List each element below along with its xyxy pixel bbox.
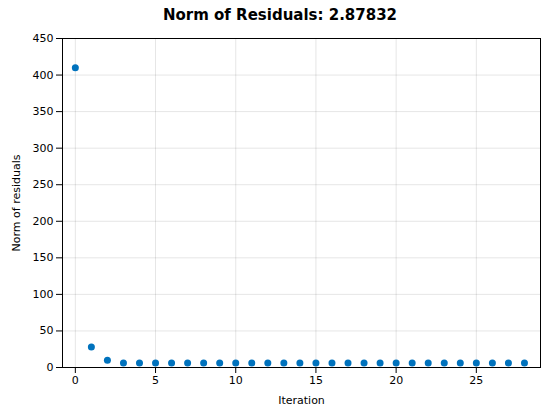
svg-text:5: 5 (152, 374, 159, 387)
svg-text:150: 150 (33, 251, 54, 264)
svg-text:350: 350 (33, 105, 54, 118)
svg-text:250: 250 (33, 178, 54, 191)
svg-text:400: 400 (33, 69, 54, 82)
svg-text:50: 50 (40, 324, 54, 337)
svg-text:300: 300 (33, 142, 54, 155)
svg-text:25: 25 (469, 374, 483, 387)
svg-text:0: 0 (72, 374, 79, 387)
svg-text:0: 0 (47, 361, 54, 374)
html-text:Norm of Residuals: 2.87832: Norm of Residuals: 2.87832 (162, 6, 397, 24)
svg-text:Iteration: Iteration (278, 394, 325, 407)
svg-text:100: 100 (33, 288, 54, 301)
svg-text:10: 10 (229, 374, 243, 387)
svg-text:15: 15 (309, 374, 323, 387)
svg-text:450: 450 (33, 32, 54, 45)
svg-text:Norm of residuals: Norm of residuals (10, 154, 23, 251)
svg-text:200: 200 (33, 215, 54, 228)
svg-text:20: 20 (389, 374, 403, 387)
